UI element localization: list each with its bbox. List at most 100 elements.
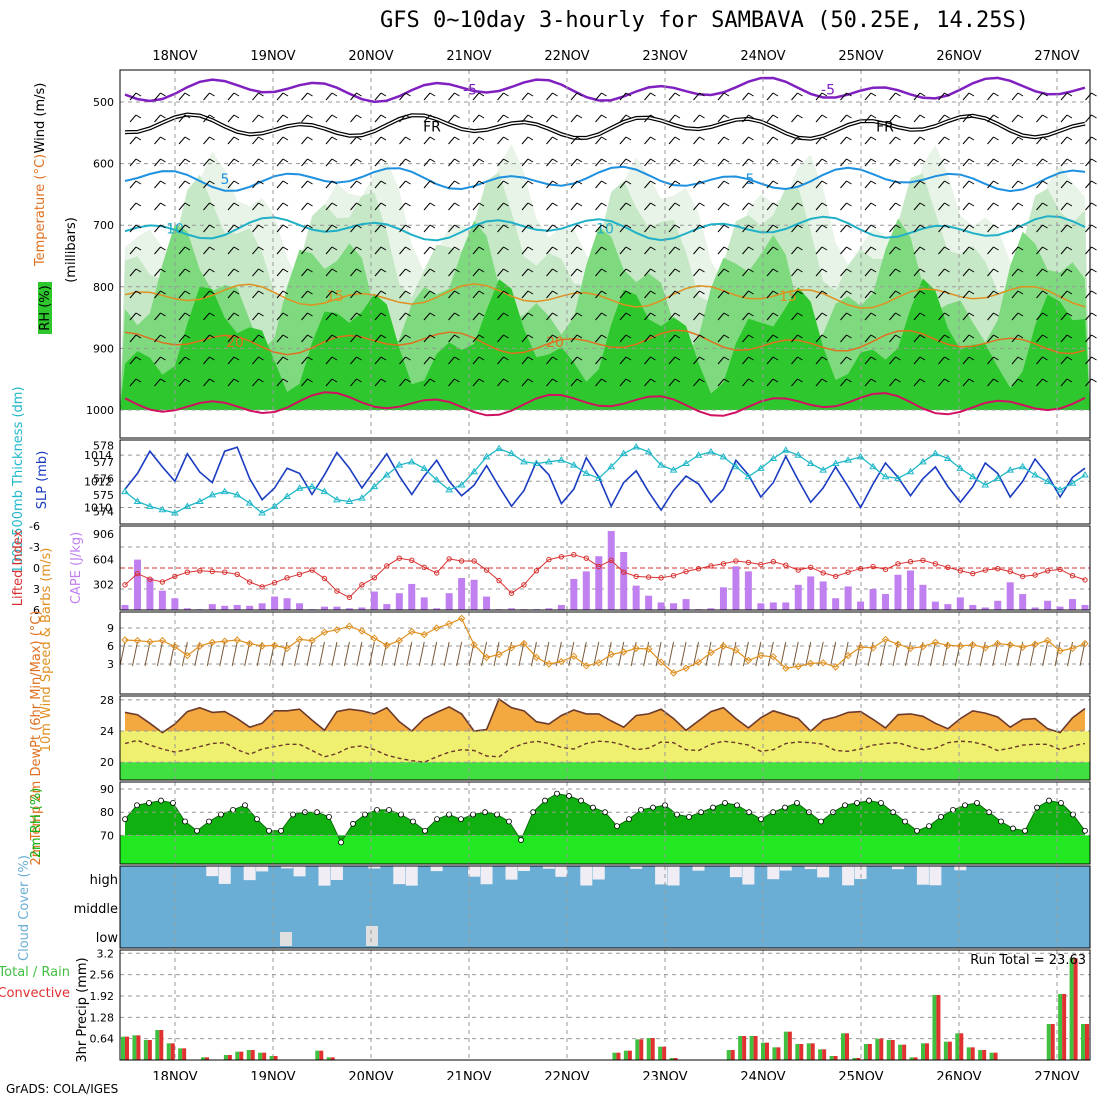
wind-barb [129, 92, 137, 101]
wind10-point [919, 642, 927, 651]
wind-barb [889, 114, 896, 123]
rh2m-point [1022, 827, 1028, 834]
wind-barb [350, 378, 357, 387]
wind-barb [301, 202, 308, 211]
wind-barb [570, 136, 578, 145]
wind-barb [1011, 158, 1019, 167]
wind-barb-flag [993, 334, 999, 339]
wind-barb-flag [282, 290, 289, 295]
wind-barb [619, 246, 627, 255]
wind-barb-flag [356, 312, 362, 317]
wind-barb [864, 180, 872, 189]
wind-barb [840, 356, 847, 365]
precip-total-bar [818, 1049, 823, 1060]
wind-barb-flag [625, 378, 632, 383]
cape-bar [345, 608, 353, 610]
wind-barb-flag [846, 378, 852, 383]
lifted-index-point [222, 569, 228, 575]
wind-barb [1060, 202, 1068, 211]
wind-barb-flag [723, 202, 730, 207]
wind-barb [693, 290, 700, 299]
isotherm-label: 5 [746, 172, 755, 188]
wind-barb-flag [233, 136, 240, 141]
wind-barb [717, 136, 725, 145]
wind-barb [595, 334, 602, 343]
wind-barb [301, 224, 308, 233]
wind-barb [374, 334, 382, 343]
thickness-point [657, 461, 665, 468]
cape-bar [769, 602, 777, 610]
wind-barb [913, 136, 921, 145]
wind-barb [521, 268, 529, 277]
thickness-point [258, 509, 267, 516]
thickness-point [1031, 471, 1040, 478]
cloud-clear-high [468, 866, 481, 877]
wind-barb [717, 246, 725, 255]
wind-barb [693, 92, 700, 101]
wind-barb [399, 180, 406, 189]
lifted-index-point [271, 580, 278, 586]
wind-barb-flag [919, 246, 926, 251]
lifted-index-point [708, 563, 714, 569]
wind-barb [325, 158, 333, 167]
wind-barb-flag [209, 180, 215, 185]
wind-barb-flag [1042, 180, 1048, 185]
wind10-point [969, 641, 977, 649]
precip-total-bar [841, 1033, 845, 1060]
wind-barb-flag [723, 136, 730, 141]
wind10-point [370, 634, 379, 642]
thickness-point [245, 499, 254, 506]
wind10-point [994, 639, 1002, 648]
wind-barb [889, 158, 896, 167]
wind-barb-flag [821, 180, 828, 185]
cloud-clear-high [368, 866, 381, 869]
wind-barb [693, 378, 700, 387]
wind-barb [1060, 92, 1068, 101]
wind-tick-label: 6 [107, 640, 114, 653]
wind-barb-flag [870, 378, 877, 383]
wind-barb [1011, 202, 1019, 211]
wind-barb-flag [993, 92, 999, 97]
wind10-barb [418, 641, 425, 667]
wind-barb-flag [454, 378, 460, 383]
thickness-point [943, 454, 952, 462]
wind-barb-flag [478, 114, 485, 119]
wind10-point [719, 642, 728, 650]
lifted-index-point [558, 554, 565, 560]
wind-barb [742, 92, 749, 101]
wind-barb [889, 268, 896, 277]
wind-barb-flag [258, 224, 264, 229]
wind-barb [227, 268, 235, 277]
wind-barb-flag [1091, 356, 1097, 361]
day-label-top: 27NOV [1034, 49, 1079, 64]
wind-barb-flag [993, 268, 999, 273]
cape-bar [819, 581, 827, 610]
wind-barb [913, 268, 921, 277]
wind-barb [791, 268, 798, 277]
cloud-clear-high [954, 866, 967, 871]
wind-barb-flag [184, 246, 191, 251]
wind-barb-flag [968, 312, 975, 317]
wind-barb-flag [895, 334, 901, 339]
lifted-index-point [745, 559, 752, 566]
rh2m-point [158, 797, 164, 804]
cloud-clear-high [505, 866, 518, 880]
wind-barb-flag [625, 180, 632, 185]
precip-total-bar [829, 1055, 834, 1060]
wind-barb-flag [478, 202, 485, 207]
cape-bar [233, 604, 241, 610]
rh2m-point [326, 813, 332, 820]
isotherm-label: 5 [221, 172, 230, 188]
wind-barb [766, 224, 774, 233]
wind-barb [913, 246, 921, 255]
wind-barb [129, 136, 137, 145]
wind-barb-flag [699, 136, 705, 141]
wind10-point [844, 651, 852, 660]
wind-barb-flag [380, 202, 387, 207]
wind-barb-flag [1091, 312, 1097, 317]
wind-barb-flag [821, 356, 828, 361]
wind-barb-flag [846, 136, 852, 141]
wind-barb [129, 114, 137, 123]
wind-barb [521, 312, 529, 321]
